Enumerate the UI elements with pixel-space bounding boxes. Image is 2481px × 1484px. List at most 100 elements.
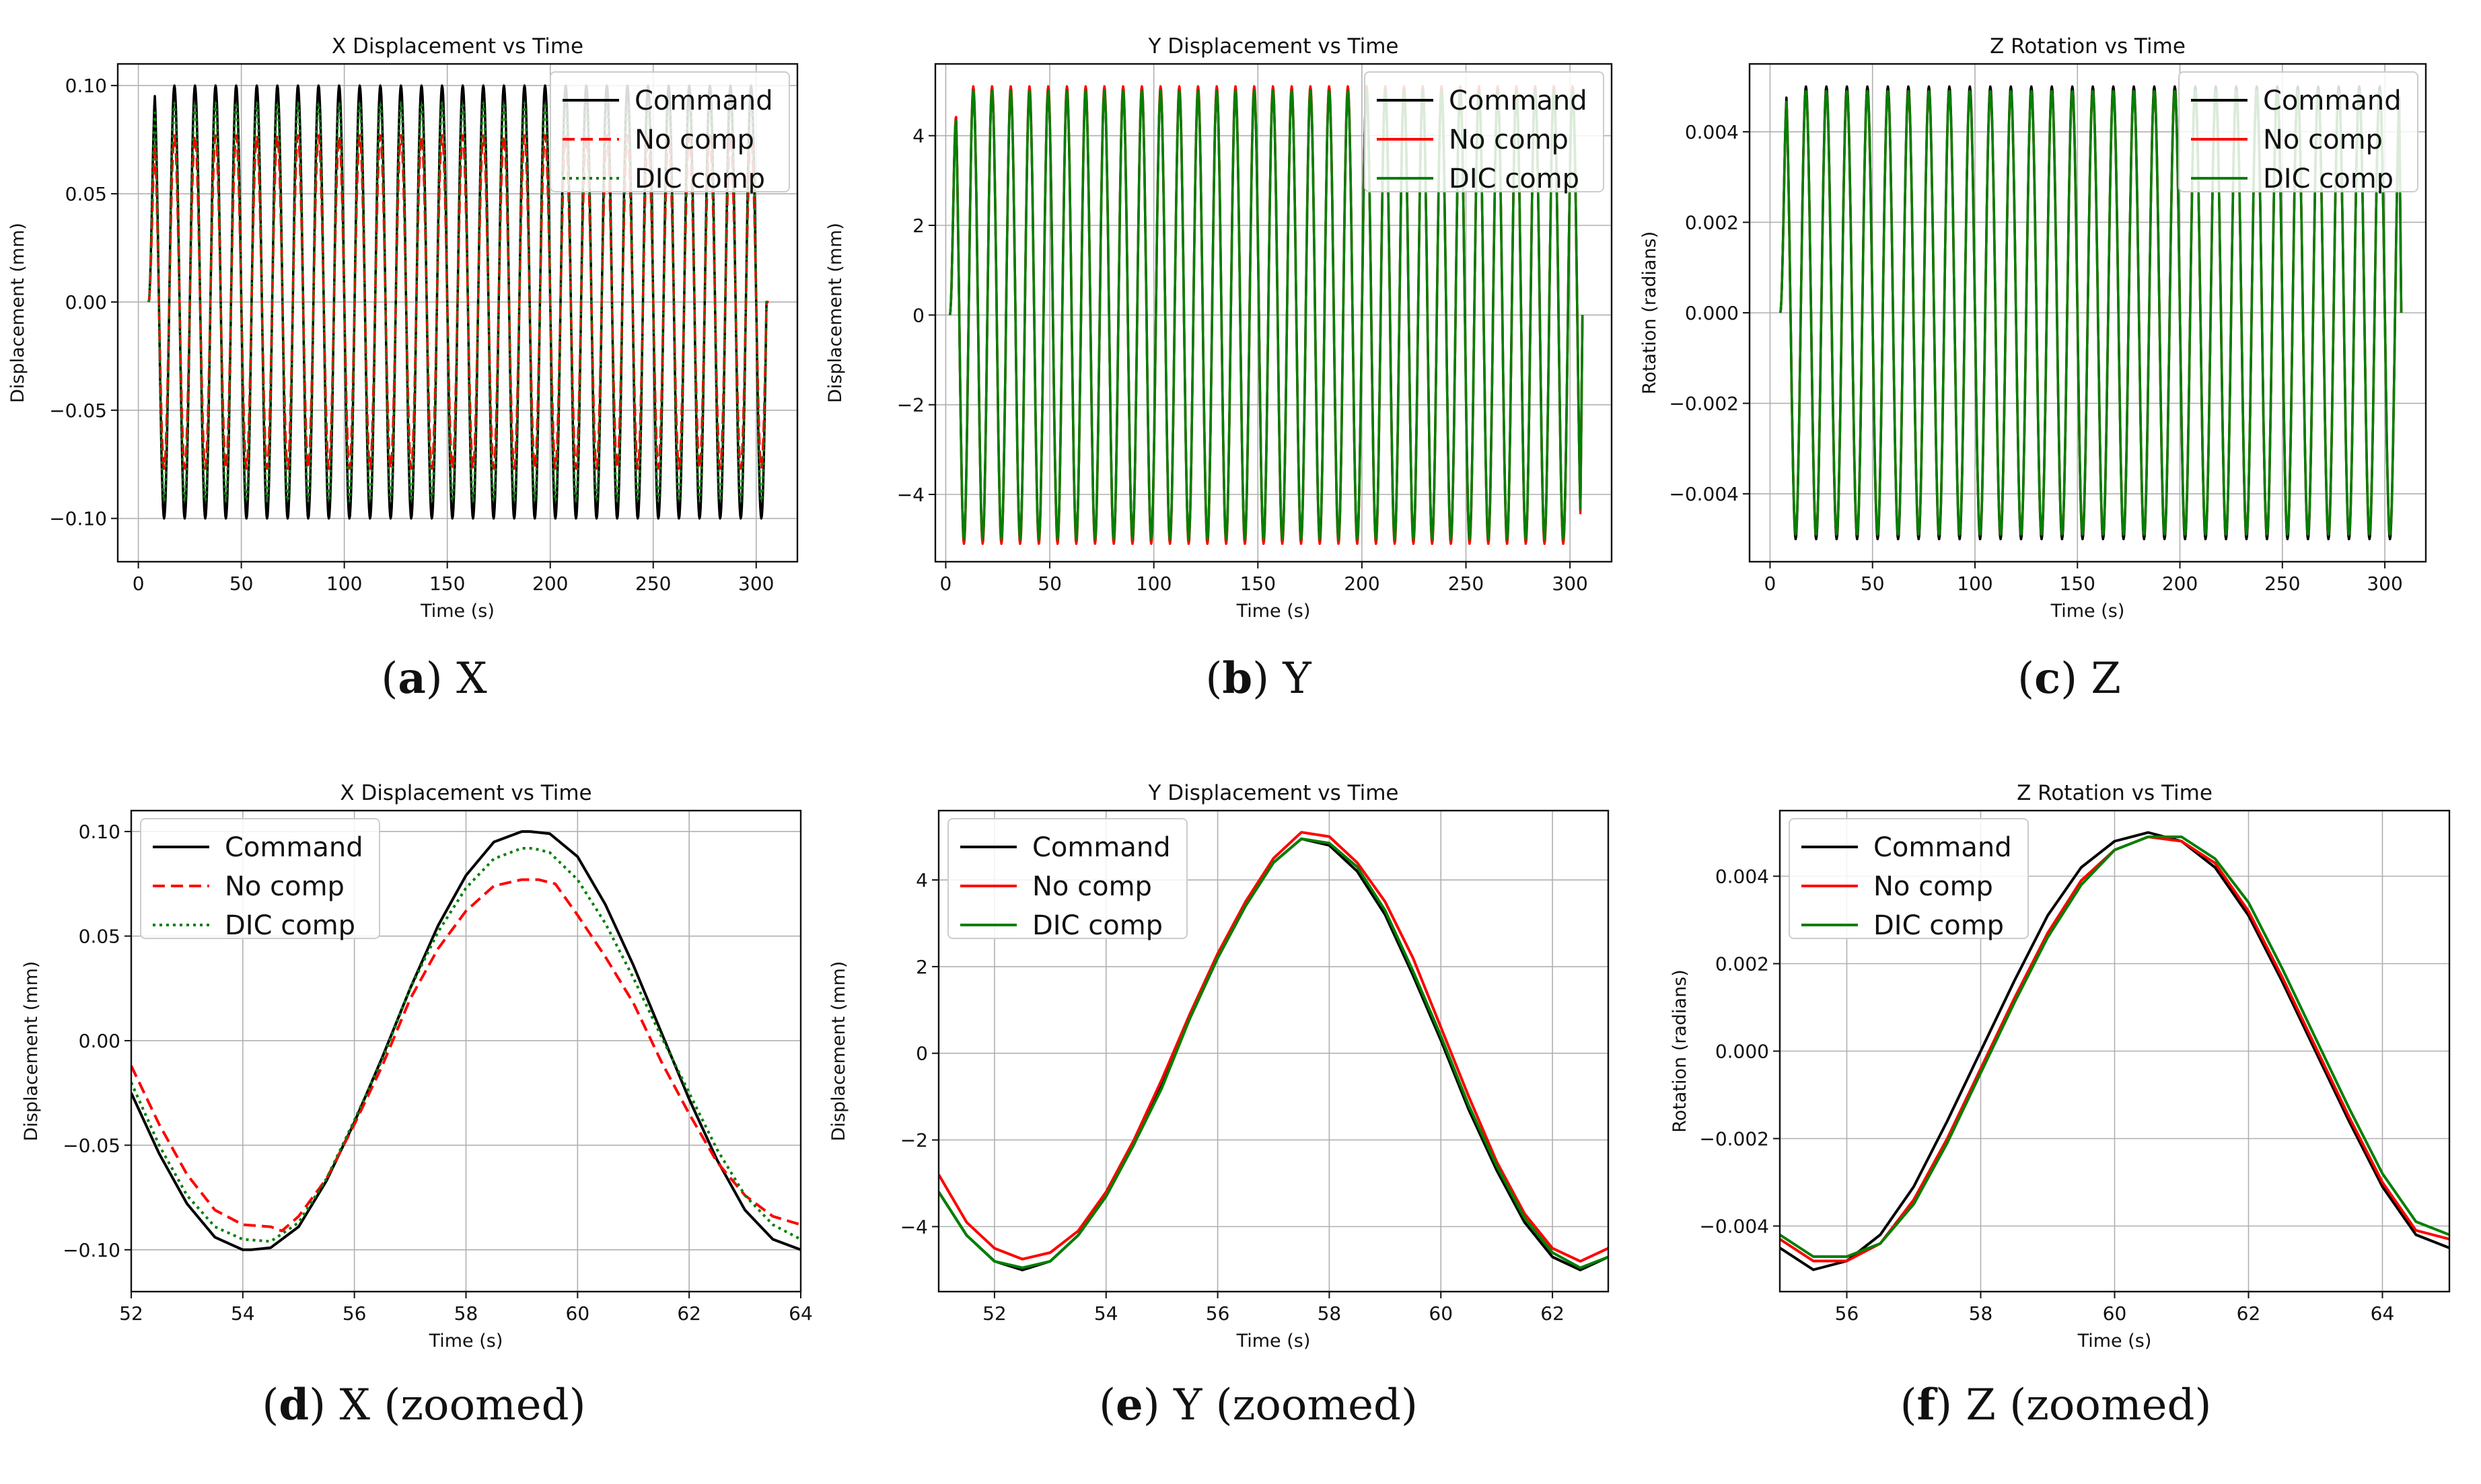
x-tick-label: 62 xyxy=(677,1302,701,1325)
legend: Command No comp DIC comp xyxy=(2178,71,2418,194)
x-tick-label: 58 xyxy=(454,1302,478,1325)
legend-label: Command xyxy=(1449,85,1587,116)
x-tick-label: 250 xyxy=(635,572,671,595)
x-tick-label: 150 xyxy=(1240,572,1276,595)
y-tick-label: 4 xyxy=(916,869,928,891)
caption-letter: f xyxy=(1917,1380,1938,1430)
series-line-no-comp xyxy=(939,831,1608,1263)
y-tick-label: −2 xyxy=(897,394,925,416)
subfigure-caption: (f) Z (zoomed) xyxy=(1900,1380,2212,1430)
caption-paren-open: ( xyxy=(1900,1380,1917,1430)
caption-paren-open: ( xyxy=(381,654,398,704)
chart-title: Y Displacement vs Time xyxy=(1148,34,1399,59)
x-axis-label: Time (s) xyxy=(2050,601,2125,622)
x-tick-label: 50 xyxy=(1038,572,1062,595)
caption-letter: c xyxy=(2034,653,2060,704)
caption-text: Y xyxy=(1269,654,1311,704)
legend-label: DIC comp xyxy=(2263,163,2394,194)
series-line-no-comp xyxy=(131,878,801,1232)
x-tick-label: 100 xyxy=(326,572,362,595)
legend-label: DIC comp xyxy=(1873,910,2004,941)
caption-letter: e xyxy=(1116,1380,1143,1430)
y-axis-label: Displacement (mm) xyxy=(21,961,42,1142)
chart-panel-e: 52 54 56 58 60 62 −4 −2 0 2 4 Y Displacement vs Tim… xyxy=(828,781,1610,1430)
x-tick-label: 58 xyxy=(1318,1302,1342,1325)
y-tick-label: −0.10 xyxy=(49,508,107,530)
legend-label: No comp xyxy=(225,871,345,902)
subfigure-caption: (b) Y xyxy=(1205,653,1311,704)
legend-label: DIC comp xyxy=(1032,910,1163,941)
caption-paren-close: ) xyxy=(1252,654,1269,704)
x-tick-label: 56 xyxy=(343,1302,367,1325)
legend-box xyxy=(1789,818,2029,939)
y-tick-label: 0.000 xyxy=(1685,302,1739,324)
y-tick-label: 0.05 xyxy=(65,183,107,205)
axes-frame xyxy=(116,63,799,563)
subfigure-caption: (d) X (zoomed) xyxy=(262,1380,585,1430)
y-axis-label: Rotation (radians) xyxy=(1669,969,1690,1133)
caption-letter: d xyxy=(279,1380,309,1430)
x-tick-label: 50 xyxy=(1861,572,1885,595)
chart-panel-b: 0 50 100 150 200 250 300 −4 −2 0 2 4 Y Displacement … xyxy=(825,34,1613,704)
y-tick-label: −4 xyxy=(897,484,925,506)
caption-paren-close: ) xyxy=(309,1380,326,1430)
x-axis-label: Time (s) xyxy=(420,601,495,622)
series-group xyxy=(939,831,1608,1271)
x-tick-label: 60 xyxy=(566,1302,590,1325)
legend-box xyxy=(1364,71,1604,192)
series-line-dic-comp xyxy=(1780,836,2449,1258)
x-tick-label: 300 xyxy=(2367,572,2402,595)
x-tick-label: 150 xyxy=(2060,572,2095,595)
subfigure-caption: (c) Z xyxy=(2017,653,2121,704)
caption-text: Y (zoomed) xyxy=(1160,1380,1418,1430)
caption-paren-open: ( xyxy=(1099,1380,1116,1430)
series-line-dic-comp xyxy=(131,847,801,1243)
x-axis-label: Time (s) xyxy=(1236,601,1311,622)
legend-label: No comp xyxy=(2263,124,2383,155)
x-tick-label: 250 xyxy=(1448,572,1484,595)
x-tick-label: 60 xyxy=(1429,1302,1453,1325)
y-tick-label: 2 xyxy=(912,215,925,237)
x-tick-label: 54 xyxy=(231,1302,255,1325)
caption-paren-open: ( xyxy=(2017,654,2034,704)
caption-paren-close: ) xyxy=(1143,1380,1160,1430)
axes-frame xyxy=(937,809,1610,1293)
legend: Command No comp DIC comp xyxy=(947,818,1188,941)
legend-label: No comp xyxy=(1032,871,1152,902)
chart-title: Z Rotation vs Time xyxy=(2017,781,2213,805)
y-tick-label: 0 xyxy=(912,304,925,326)
x-tick-label: 200 xyxy=(1344,572,1379,595)
y-axis-label: Displacement (mm) xyxy=(828,961,849,1142)
y-tick-label: 0.00 xyxy=(79,1030,120,1052)
legend-label: Command xyxy=(1873,832,2012,863)
caption-paren-open: ( xyxy=(1205,654,1222,704)
chart-title: Y Displacement vs Time xyxy=(1148,781,1399,805)
x-tick-label: 100 xyxy=(1957,572,1992,595)
y-axis-label: Rotation (radians) xyxy=(1639,231,1660,395)
x-tick-label: 64 xyxy=(2371,1302,2395,1325)
y-tick-label: −4 xyxy=(900,1216,928,1238)
x-axis-label: Time (s) xyxy=(429,1331,503,1351)
y-tick-label: −0.002 xyxy=(1699,1128,1769,1150)
y-tick-label: 0.000 xyxy=(1715,1041,1769,1063)
series-line-dic-comp xyxy=(948,89,1584,541)
caption-paren-close: ) xyxy=(1935,1380,1952,1430)
caption-text: X xyxy=(443,654,487,704)
subfigure-caption: (e) Y (zoomed) xyxy=(1099,1380,1418,1430)
series-line-command xyxy=(1780,831,2449,1271)
x-tick-label: 100 xyxy=(1136,572,1172,595)
y-tick-label: −0.10 xyxy=(63,1239,120,1261)
y-tick-label: 0.10 xyxy=(79,821,120,843)
y-tick-label: 0.002 xyxy=(1685,211,1739,233)
legend-box xyxy=(140,818,380,939)
x-tick-label: 50 xyxy=(229,572,254,595)
y-tick-label: −2 xyxy=(900,1129,928,1152)
y-tick-label: −0.004 xyxy=(1669,483,1739,505)
x-tick-label: 0 xyxy=(133,572,145,595)
legend: Command No comp DIC comp xyxy=(140,818,380,941)
legend-label: DIC comp xyxy=(225,910,355,941)
legend-label: No comp xyxy=(1449,124,1569,155)
x-tick-label: 58 xyxy=(1969,1302,1993,1325)
y-tick-label: 0.002 xyxy=(1715,953,1769,975)
x-tick-label: 62 xyxy=(2237,1302,2261,1325)
